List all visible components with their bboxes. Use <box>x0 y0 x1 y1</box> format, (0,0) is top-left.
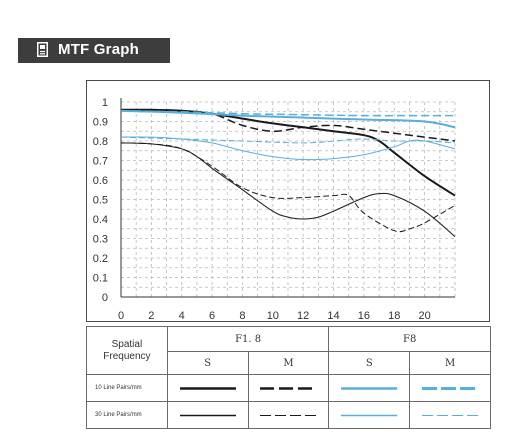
y-tick-label: 0.7 <box>93 156 108 168</box>
x-tick-label: 16 <box>358 310 370 322</box>
swatch-f8-10-m <box>422 386 479 390</box>
swatch-cell <box>409 374 491 402</box>
y-tick-label: 0.8 <box>93 136 108 148</box>
y-tick-label: 0.4 <box>93 214 108 226</box>
legend-table: Spatial Frequency F1. 8 F8 S M S M 10 Li… <box>86 326 491 429</box>
swatch-cell <box>247 374 330 402</box>
x-tick-label: 10 <box>267 310 279 322</box>
type-f8-m: M <box>409 351 491 375</box>
y-tick-label: 0.9 <box>93 117 108 129</box>
series-line-f18-10lp-m <box>120 108 456 142</box>
swatch-cell <box>328 374 411 402</box>
legend-corner: Spatial Frequency <box>86 326 168 375</box>
aperture-f18: F1. 8 <box>166 326 330 352</box>
x-tick-label: 8 <box>239 310 245 322</box>
swatch-cell <box>328 401 411 429</box>
section-header: MTF Graph <box>18 38 170 63</box>
y-tick-label: 0.1 <box>93 273 108 285</box>
corner-line-2: Frequency <box>103 350 151 362</box>
swatch-cell <box>166 374 249 402</box>
series-line-f8-30lp-m <box>120 136 456 144</box>
y-tick-label: 0.6 <box>93 175 108 187</box>
y-tick-label: 0 <box>102 292 108 304</box>
x-tick-label: 4 <box>179 310 185 322</box>
series-line-f8-10lp-m <box>120 110 455 117</box>
swatch-f18-10-m <box>260 386 317 390</box>
x-tick-label: 12 <box>297 310 309 322</box>
series-line-f8-10lp-s <box>120 109 456 129</box>
x-tick-label: 6 <box>209 310 215 322</box>
type-f18-m: M <box>247 351 330 375</box>
header-title: MTF Graph <box>58 41 139 58</box>
chart-series <box>120 108 456 237</box>
series-line-f18-30lp-s <box>120 142 456 237</box>
x-tick-label: 2 <box>148 310 154 322</box>
y-tick-label: 0.3 <box>93 234 108 246</box>
row-label-30lp: 30 Line Pairs/mm <box>86 401 168 429</box>
document-icon <box>37 42 48 57</box>
y-tick-label: 1 <box>102 97 108 109</box>
x-tick-label: 0 <box>118 310 124 322</box>
swatch-f18-10-s <box>179 386 236 390</box>
y-tick-label: 0.5 <box>93 195 108 207</box>
aperture-f8: F8 <box>328 326 491 352</box>
type-f18-s: S <box>166 351 249 375</box>
swatch-f8-30-m <box>422 414 479 416</box>
chart-axes: 00.10.20.30.40.50.60.70.80.910 2 4 6 8 10 12 14… <box>93 97 455 322</box>
x-tick-label: 20 <box>419 310 431 322</box>
y-tick-label: 0.2 <box>93 253 108 265</box>
swatch-cell <box>247 401 330 429</box>
corner-line-1: Spatial <box>111 338 143 350</box>
x-tick-label: 18 <box>388 310 400 322</box>
x-tick-label: 14 <box>327 310 339 322</box>
swatch-f18-30-m <box>260 414 317 416</box>
swatch-f8-10-s <box>341 386 398 390</box>
swatch-f18-30-s <box>179 414 236 416</box>
type-f8-s: S <box>328 351 411 375</box>
series-line-f18-30lp-m <box>120 142 456 233</box>
swatch-f8-30-s <box>341 414 398 416</box>
swatch-cell <box>409 401 491 429</box>
chart-grid <box>120 101 456 298</box>
row-label-10lp: 10 Line Pairs/mm <box>86 374 168 402</box>
swatch-cell <box>166 401 249 429</box>
chart-frame <box>86 80 490 322</box>
